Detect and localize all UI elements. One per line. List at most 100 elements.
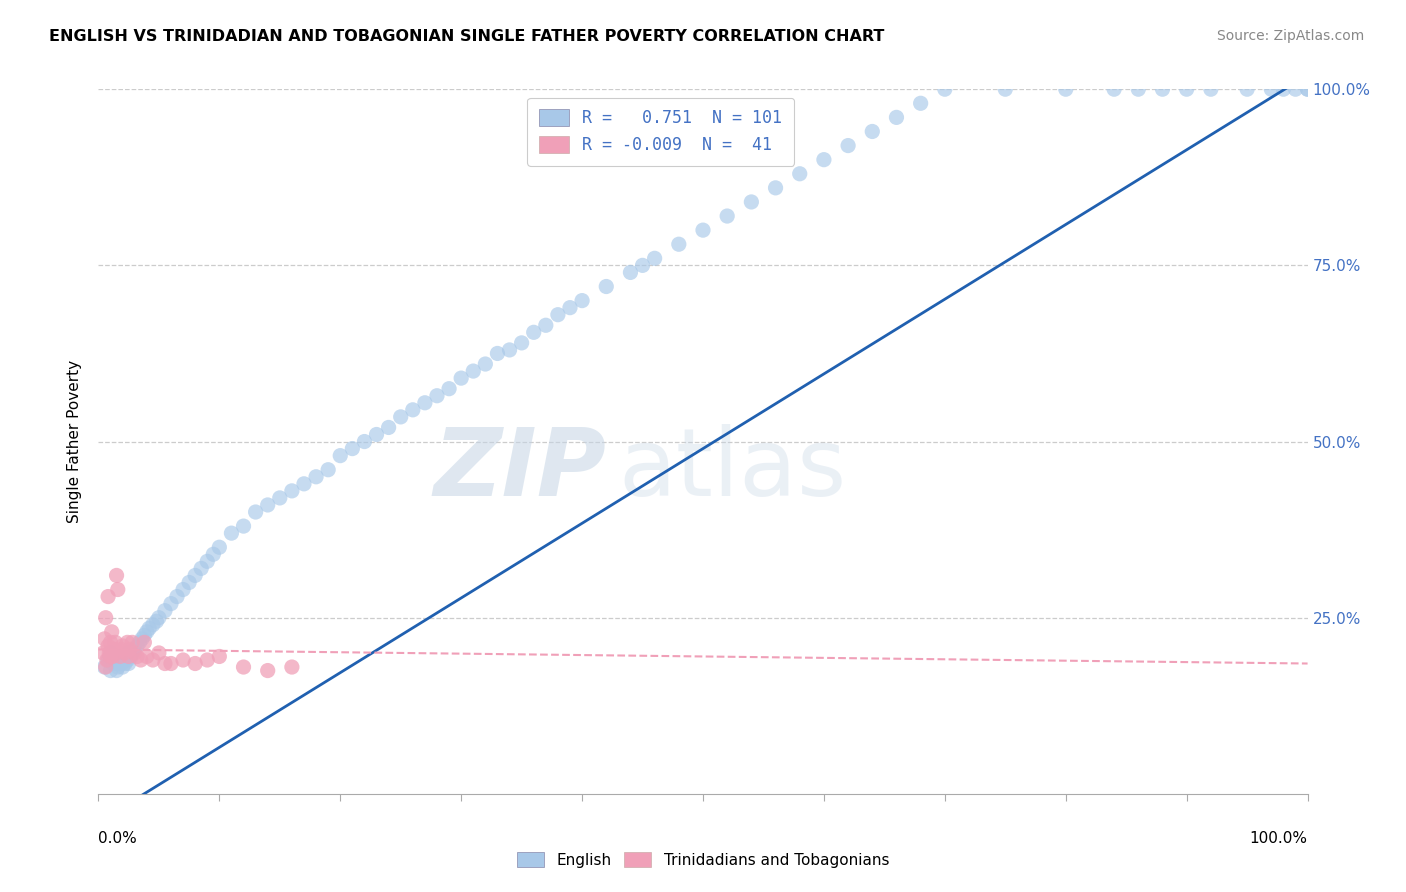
Text: 0.0%: 0.0% — [98, 831, 138, 847]
Point — [114, 657, 136, 671]
Point — [571, 293, 593, 308]
Point — [1152, 82, 1174, 96]
Point — [94, 610, 117, 624]
Point — [619, 265, 641, 279]
Point — [534, 318, 557, 333]
Point — [281, 660, 304, 674]
Point — [91, 646, 114, 660]
Point — [135, 649, 157, 664]
Point — [105, 664, 128, 678]
Point — [1199, 82, 1222, 96]
Point — [160, 597, 183, 611]
Point — [153, 604, 176, 618]
Text: 100.0%: 100.0% — [1250, 831, 1308, 847]
Point — [256, 498, 278, 512]
Point — [232, 519, 254, 533]
Point — [118, 642, 141, 657]
Point — [103, 642, 125, 657]
Point — [97, 639, 120, 653]
Point — [413, 396, 436, 410]
Point — [789, 167, 811, 181]
Point — [100, 649, 122, 664]
Point — [437, 382, 460, 396]
Point — [93, 660, 115, 674]
Point — [117, 653, 139, 667]
Point — [692, 223, 714, 237]
Point — [1260, 82, 1282, 96]
Point — [134, 635, 156, 649]
Point — [486, 346, 509, 360]
Point — [1284, 82, 1306, 96]
Point — [426, 389, 449, 403]
Text: ZIP: ZIP — [433, 424, 606, 516]
Point — [353, 434, 375, 449]
Point — [100, 624, 122, 639]
Point — [450, 371, 472, 385]
Point — [1236, 82, 1258, 96]
Point — [208, 649, 231, 664]
Point — [121, 635, 143, 649]
Legend: R =   0.751  N = 101, R = -0.009  N =  41: R = 0.751 N = 101, R = -0.009 N = 41 — [527, 97, 794, 166]
Point — [837, 138, 859, 153]
Point — [813, 153, 835, 167]
Point — [145, 614, 167, 628]
Point — [474, 357, 496, 371]
Point — [98, 646, 121, 660]
Point — [221, 526, 243, 541]
Point — [245, 505, 267, 519]
Point — [256, 664, 278, 678]
Point — [389, 409, 412, 424]
Point — [135, 624, 157, 639]
Point — [142, 617, 165, 632]
Point — [366, 427, 388, 442]
Point — [107, 660, 129, 674]
Point — [1296, 82, 1319, 96]
Point — [118, 649, 141, 664]
Point — [1272, 82, 1295, 96]
Point — [179, 575, 201, 590]
Point — [463, 364, 485, 378]
Point — [172, 582, 194, 597]
Point — [148, 646, 170, 660]
Point — [127, 639, 149, 653]
Point — [1296, 82, 1319, 96]
Point — [97, 653, 120, 667]
Point — [100, 635, 122, 649]
Point — [117, 635, 139, 649]
Point — [129, 653, 152, 667]
Point — [124, 646, 146, 660]
Point — [166, 590, 188, 604]
Point — [232, 660, 254, 674]
Point — [101, 649, 124, 664]
Text: ENGLISH VS TRINIDADIAN AND TOBAGONIAN SINGLE FATHER POVERTY CORRELATION CHART: ENGLISH VS TRINIDADIAN AND TOBAGONIAN SI… — [49, 29, 884, 44]
Point — [668, 237, 690, 252]
Point — [100, 646, 122, 660]
Point — [994, 82, 1017, 96]
Point — [105, 646, 128, 660]
Point — [96, 653, 118, 667]
Text: atlas: atlas — [619, 424, 846, 516]
Point — [105, 568, 128, 582]
Point — [547, 308, 569, 322]
Point — [100, 664, 122, 678]
Point — [138, 621, 160, 635]
Point — [101, 657, 124, 671]
Point — [94, 660, 117, 674]
Point — [195, 554, 218, 568]
Point — [329, 449, 352, 463]
Point — [184, 657, 207, 671]
Point — [269, 491, 291, 505]
Point — [160, 657, 183, 671]
Point — [1175, 82, 1198, 96]
Point — [377, 420, 399, 434]
Point — [131, 632, 153, 646]
Point — [1054, 82, 1077, 96]
Point — [108, 653, 131, 667]
Point — [740, 194, 762, 209]
Point — [107, 582, 129, 597]
Text: Source: ZipAtlas.com: Source: ZipAtlas.com — [1216, 29, 1364, 43]
Point — [1128, 82, 1150, 96]
Point — [104, 635, 127, 649]
Point — [134, 628, 156, 642]
Point — [172, 653, 194, 667]
